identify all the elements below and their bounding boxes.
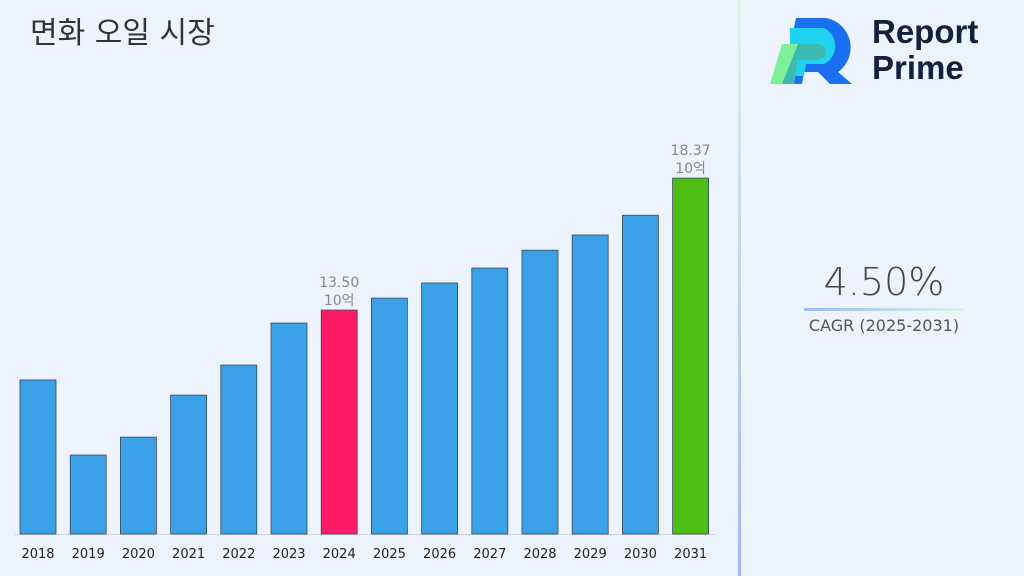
x-tick-label: 2030 (624, 547, 657, 562)
x-tick-label: 2021 (172, 547, 205, 562)
x-tick-label: 2020 (122, 547, 155, 562)
bar-2024 (320, 309, 358, 535)
bar-2022 (220, 364, 258, 535)
cagr-label: CAGR (2025-2031) (808, 316, 960, 335)
x-tick-label: 2024 (323, 547, 356, 562)
brand-line2: Prime (872, 49, 964, 86)
bar-2023 (270, 322, 308, 535)
bar-2025 (370, 297, 408, 535)
bar-2027 (471, 267, 509, 535)
x-tick-label: 2029 (574, 547, 607, 562)
bar-2021 (170, 394, 208, 535)
x-tick-label: 2027 (473, 547, 506, 562)
bar-2020 (120, 436, 157, 535)
bar-2031 (672, 177, 709, 535)
x-tick-label: 2019 (72, 547, 105, 562)
bar-2018 (19, 379, 57, 535)
bar-2019 (69, 454, 107, 535)
x-tick-label: 2025 (373, 547, 406, 562)
cagr-underline (804, 308, 964, 311)
data-label-value: 13.50 (319, 275, 359, 291)
logo-mark-icon (770, 18, 852, 84)
bar-2030 (622, 214, 659, 535)
data-label-unit: 10억 (675, 161, 706, 177)
bar-2029 (571, 234, 609, 535)
x-tick-label: 2026 (423, 547, 456, 562)
x-tick-label: 2022 (222, 547, 255, 562)
data-label-unit: 10억 (324, 293, 355, 309)
divider (738, 0, 741, 576)
x-tick-label: 2023 (272, 547, 305, 562)
chart-title: 면화 오일 시장 (30, 16, 215, 51)
x-tick-label: 2028 (523, 547, 556, 562)
data-label-value: 18.37 (671, 143, 711, 159)
report-prime-logo: Report Prime (768, 14, 1008, 88)
bar-2028 (521, 249, 559, 535)
bar-2026 (421, 282, 459, 535)
x-tick-label: 2031 (674, 547, 707, 562)
bar-chart: 2018 2019 2020 2021 2022 2023 2024 13.50 10억 2025… (14, 143, 716, 562)
x-tick-label: 2018 (21, 547, 54, 562)
cagr-value: 4.50% (823, 260, 945, 304)
brand-line1: Report (872, 13, 979, 50)
